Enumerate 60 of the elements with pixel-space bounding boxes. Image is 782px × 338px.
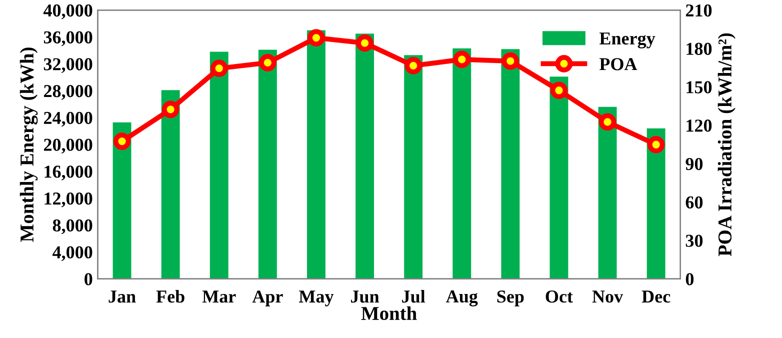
y-tick-label: 12,000: [44, 192, 92, 208]
y2-tick-label: 30: [686, 234, 703, 247]
bar: [356, 34, 374, 279]
point: [502, 52, 520, 70]
x-tick-label: May: [298, 290, 334, 306]
point: [210, 60, 228, 78]
legend-label: Energy: [599, 32, 656, 48]
x-tick-label: Jan: [108, 290, 136, 303]
x-tick-label: Oct: [546, 290, 573, 303]
bar: [501, 49, 520, 279]
x-tick-label: Feb: [156, 290, 184, 303]
y-tick-label: 16,000: [44, 166, 92, 180]
y-tick-label: 24,000: [44, 112, 92, 127]
y2-tick-label: 150: [686, 81, 712, 94]
x-tick-label: Nov: [592, 290, 624, 303]
point: [113, 132, 131, 150]
bar: [210, 52, 228, 279]
bar: [112, 122, 132, 279]
y2-axis-title: POA Irradiation (kWh/m²): [718, 33, 736, 256]
y-tick-label: 0: [84, 273, 92, 286]
bar: [404, 55, 423, 279]
y-axis-title: Monthly Energy (kWh): [20, 48, 38, 242]
x-tick-label: Dec: [642, 290, 670, 303]
y2-tick-label: 210: [686, 4, 712, 17]
bar: [598, 106, 617, 279]
x-tick-label: Jul: [402, 290, 426, 303]
y-tick-label: 32,000: [44, 58, 92, 73]
x-tick-label: Mar: [202, 290, 236, 303]
x-tick-label: Aug: [446, 290, 478, 306]
bar: [646, 128, 666, 279]
bar: [550, 76, 568, 279]
y-tick-label: 4,000: [52, 246, 92, 262]
bar: [161, 90, 180, 279]
x-tick-label: Apr: [252, 290, 283, 306]
y2-tick-label: 120: [686, 120, 712, 132]
x-tick-label: Jun: [351, 290, 380, 303]
bar: [258, 50, 277, 279]
y-tick-label: 40,000: [43, 4, 92, 20]
x-axis-title: Month: [361, 306, 417, 320]
y-tick-label: 36,000: [44, 31, 92, 46]
y2-tick-label: 180: [686, 42, 712, 55]
point: [356, 34, 374, 52]
legend-label: POA: [599, 58, 638, 70]
y-tick-label: 28,000: [44, 85, 92, 100]
y-tick-label: 8,000: [52, 219, 92, 234]
point: [647, 136, 665, 154]
y-tick-label: 20,000: [44, 138, 92, 154]
y2-tick-label: 60: [686, 196, 703, 209]
bar: [452, 48, 472, 279]
point: [162, 100, 180, 118]
point: [550, 82, 568, 100]
point: [258, 54, 276, 72]
point: [453, 50, 471, 68]
point: [404, 56, 422, 74]
point: [598, 113, 616, 131]
x-tick-label: Sep: [497, 290, 524, 306]
y2-tick-label: 0: [686, 273, 694, 286]
bar: [306, 30, 326, 279]
point: [308, 29, 325, 46]
y2-tick-label: 90: [686, 158, 703, 170]
